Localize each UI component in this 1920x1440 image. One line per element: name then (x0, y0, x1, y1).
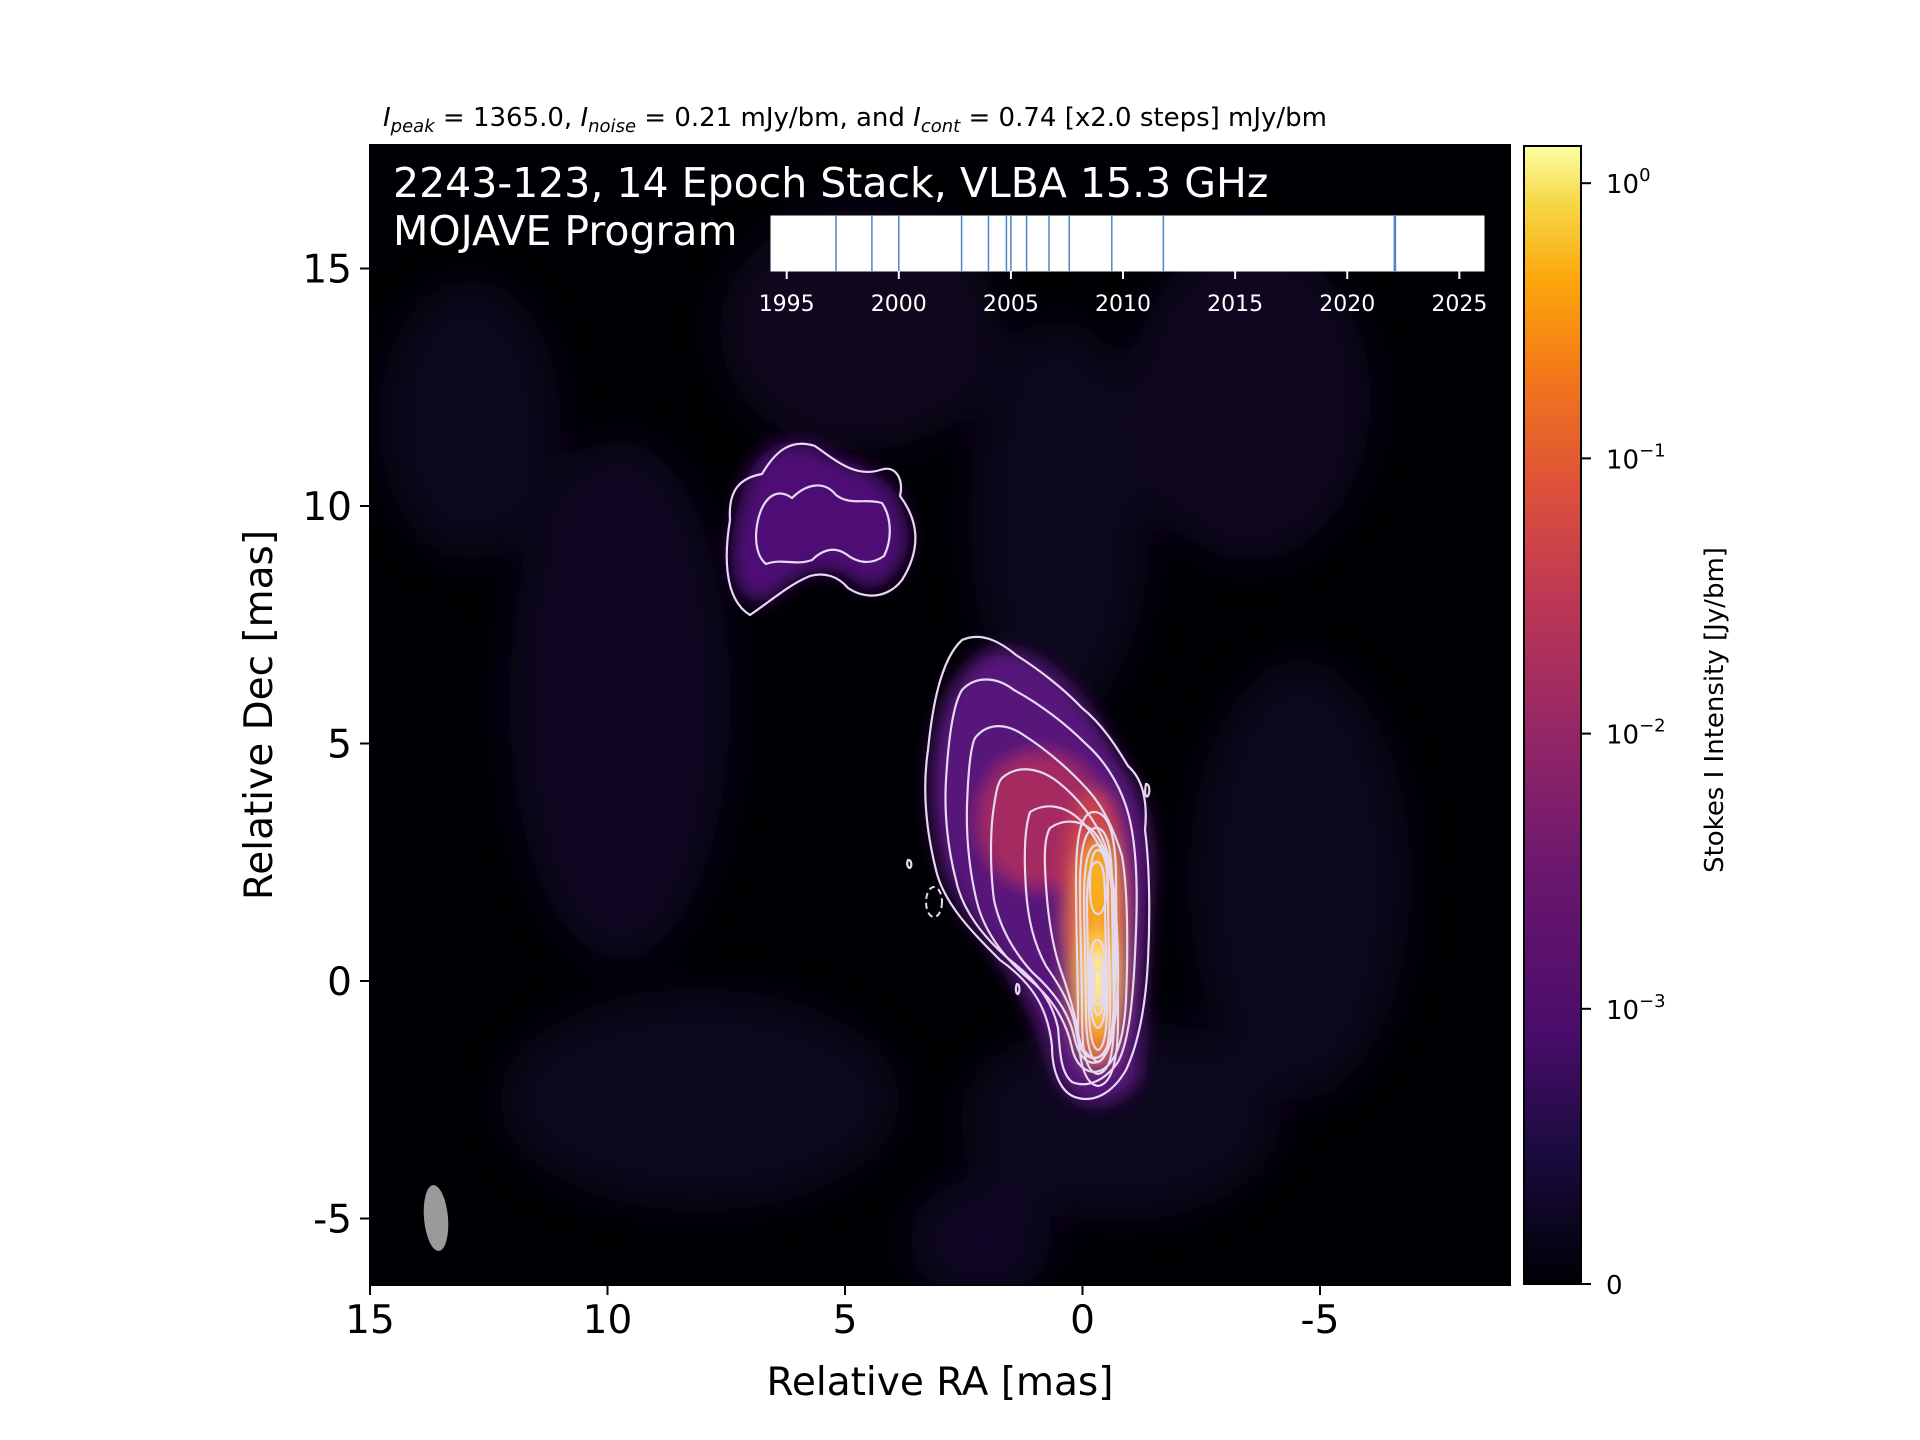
restoring-beam (423, 1185, 449, 1251)
timeline-tick-label: 2010 (1095, 292, 1151, 317)
peak-value: = 1365.0, (435, 103, 581, 133)
contour-jet-3 (965, 725, 1129, 1073)
colorbar-label: Stokes I Intensity [Jy/bm] (1700, 547, 1730, 873)
colorbar-tick-label: 100 (1606, 165, 1651, 200)
y-tick-label: 0 (327, 960, 352, 1005)
peak-subscript: peak (390, 116, 437, 137)
timeline-tick-label: 2015 (1207, 292, 1263, 317)
colorbar: 0 10−3 10−2 10−1 100 Stokes I Intensity [Jy/… (1523, 145, 1730, 1301)
peak-symbol: I (383, 103, 391, 133)
timeline-tick-label: 2020 (1319, 292, 1375, 317)
x-tick-label: 0 (1070, 1298, 1095, 1343)
epoch-timeline: 1995 2000 2005 2010 2015 2020 2025 (759, 215, 1487, 317)
cont-subscript: cont (921, 116, 961, 137)
noise-symbol: I (580, 103, 588, 133)
title-line-1: 2243-123, 14 Epoch Stack, VLBA 15.3 GHz (393, 159, 1268, 207)
timeline-tick-label: 1995 (759, 292, 815, 317)
colorbar-tick-label: 10−3 (1606, 991, 1666, 1026)
cont-value: = 0.74 [x2.0 steps] mJy/bm (960, 103, 1327, 133)
cont-symbol: I (913, 103, 921, 133)
timeline-box (770, 215, 1485, 272)
contour-speck-1 (906, 858, 913, 870)
colorbar-tick-label: 10−2 (1606, 716, 1666, 751)
contour-lobe-outer (725, 442, 917, 617)
colorbar-tick-label: 0 (1606, 1271, 1623, 1301)
contour-inner-jet (1088, 848, 1109, 916)
y-tick-label: 5 (327, 723, 352, 768)
x-tick-label: 5 (833, 1298, 858, 1343)
contour-lobe-inner (755, 484, 891, 566)
contour-core-6 (1090, 953, 1106, 1017)
timeline-tick-label: 2005 (983, 292, 1039, 317)
contour-jet-2 (944, 678, 1138, 1086)
contour-core-2 (1078, 826, 1116, 1076)
contour-core-1 (1074, 810, 1120, 1088)
contour-speck-2 (1014, 982, 1021, 996)
chart-header: Ipeak = 1365.0, Inoise = 0.21 mJy/bm, an… (383, 103, 1327, 137)
contour-core-3 (1082, 843, 1112, 1064)
x-tick-label: 15 (345, 1298, 395, 1343)
x-tick-label: 10 (583, 1298, 633, 1343)
contour-core-5 (1088, 938, 1108, 1030)
timeline-tick-label: 2025 (1431, 292, 1487, 317)
plot-frame (369, 144, 1511, 1286)
y-axis-label: Relative Dec [mas] (237, 530, 282, 900)
contour-jet-1 (924, 635, 1151, 1101)
contour-core-7 (1092, 966, 1104, 1007)
y-tick-label: 10 (302, 485, 352, 530)
colorbar-gradient (1523, 145, 1582, 1285)
x-axis-label: Relative RA [mas] (767, 1360, 1114, 1405)
x-tick-label: -5 (1301, 1298, 1340, 1343)
y-tick-label: -5 (313, 1198, 352, 1243)
contours (725, 442, 1151, 1101)
contour-knot-small (1144, 782, 1151, 798)
noise-value: = 0.21 mJy/bm, and (636, 103, 913, 133)
timeline-tick-label: 2000 (871, 292, 927, 317)
negative-contour (925, 886, 943, 918)
y-tick-label: 15 (302, 248, 352, 293)
plot-area: 2243-123, 14 Epoch Stack, VLBA 15.3 GHz … (369, 144, 1511, 1286)
noise-subscript: noise (588, 116, 636, 137)
title-line-2: MOJAVE Program (393, 207, 737, 255)
colorbar-tick-label: 10−1 (1606, 440, 1666, 475)
